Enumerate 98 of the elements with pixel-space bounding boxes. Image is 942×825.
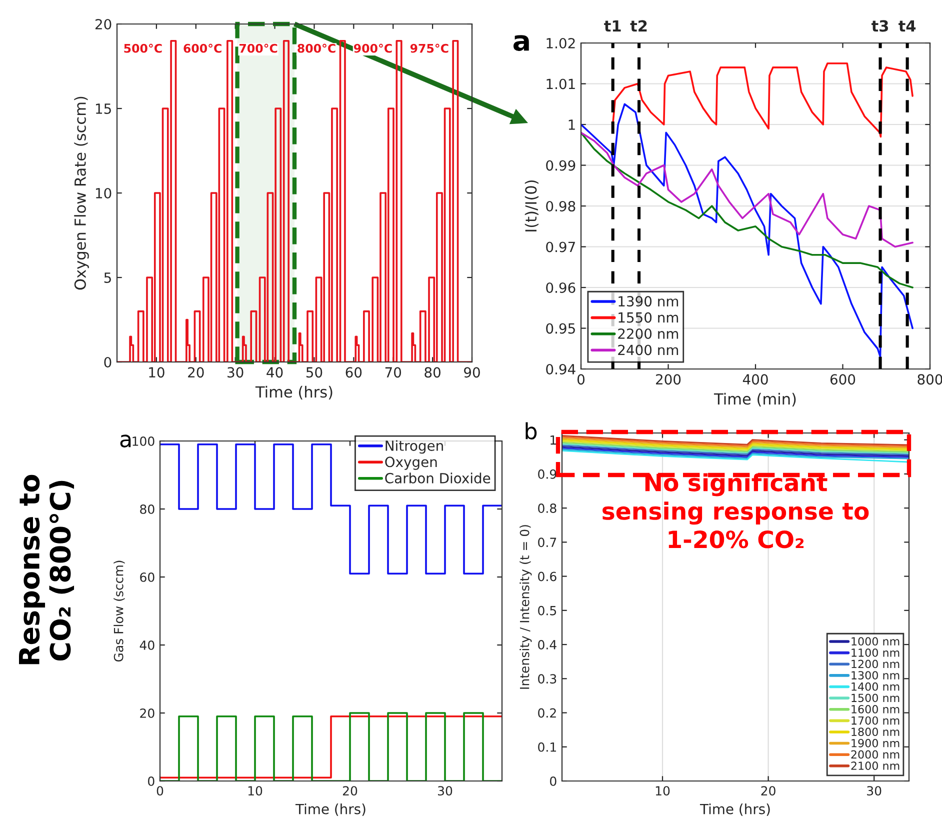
x-tick-label: 600	[830, 374, 856, 385]
x-tick-label: 70	[385, 367, 402, 378]
y-axis-title: Oxygen Flow Rate (sccm)	[74, 96, 89, 290]
y-tick-label: 0	[148, 776, 154, 786]
x-axis-title: Time (hrs)	[295, 804, 366, 816]
annotation: 900°C	[354, 44, 392, 53]
x-tick-label: 0	[156, 786, 164, 796]
legend-label: 2400 nm	[618, 344, 678, 356]
line-series	[581, 132, 914, 288]
y-tick-label: 20	[140, 708, 154, 718]
legend-label: 1900 nm	[852, 738, 900, 748]
x-tick-label: 200	[656, 374, 681, 385]
legend-label: Carbon Dioxide	[385, 472, 490, 484]
legend-label: 1300 nm	[852, 671, 900, 680]
legend-label: 1600 nm	[852, 705, 900, 714]
y-tick-label: 0.2	[538, 708, 556, 718]
x-tick-label: 60	[346, 367, 362, 378]
annotation: 600°C	[184, 44, 222, 53]
y-tick-label: 0.1	[538, 742, 556, 752]
y-tick-label: 40	[140, 640, 154, 650]
y-tick-label: 1.02	[546, 38, 575, 48]
legend-label: Oxygen	[385, 456, 437, 470]
line-series	[562, 450, 909, 463]
text: a	[513, 35, 529, 52]
x-tick-label: 800	[918, 374, 942, 385]
y-tick-label: 0.8	[538, 504, 556, 513]
annotation: 800°C	[298, 44, 336, 53]
y-tick-label: 0.7	[538, 538, 556, 548]
y-tick-label: 1.01	[546, 78, 575, 90]
y-tick-label: 0.99	[546, 160, 576, 171]
line-series	[581, 103, 914, 358]
y-tick-label: 0	[104, 356, 112, 368]
legend-label: 2100 nm	[851, 762, 900, 770]
x-tick-label: 80	[424, 367, 440, 378]
y-tick-label: 100	[132, 436, 154, 446]
legend-label: Nitrogen	[386, 440, 443, 454]
y-tick-label: 1	[550, 435, 556, 445]
legend-label: 1100 nm	[852, 648, 900, 657]
annotation: 975°C	[410, 44, 448, 53]
y-tick-label: 0.94	[546, 364, 576, 374]
y-axis-title: I(t)/I(0)	[524, 180, 538, 232]
y-tick-label: 15	[96, 104, 111, 114]
x-tick-label: 30	[228, 367, 244, 378]
x-axis-title: Time (hrs)	[700, 804, 770, 816]
x-tick-label: 20	[342, 786, 358, 796]
x-tick-label: 20	[761, 786, 776, 796]
y-tick-label: 1	[568, 120, 575, 130]
x-tick-label: 90	[464, 367, 480, 378]
y-tick-label: 20	[95, 18, 112, 30]
legend-label: 2200 nm	[618, 328, 678, 339]
x-tick-label: 40	[266, 367, 283, 378]
text: Response to CO₂ (800°C)	[19, 474, 74, 664]
y-tick-label: 0.5	[538, 606, 556, 616]
y-axis-title: Intensity / Intensity (t = 0)	[520, 525, 532, 689]
legend-label: 1200 nm	[852, 660, 900, 668]
y-tick-label: 0.4	[538, 640, 556, 650]
y-tick-label: 60	[140, 572, 154, 582]
ref-line-label: t2	[630, 20, 647, 32]
y-tick-label: 80	[140, 504, 154, 514]
x-tick-label: 10	[149, 367, 164, 378]
x-axis-title: Time (min)	[714, 392, 796, 406]
x-tick-label: 10	[248, 786, 262, 796]
line-series	[612, 62, 914, 138]
x-tick-label: 30	[867, 786, 882, 796]
x-tick-label: 30	[438, 786, 452, 796]
x-tick-label: 0	[577, 374, 584, 385]
legend-label: 1000 nm	[852, 637, 900, 646]
annotation: 500°C	[124, 44, 162, 53]
legend-label: 2000 nm	[851, 750, 900, 759]
y-tick-label: 0.9	[538, 469, 556, 479]
y-tick-label: 10	[96, 188, 112, 198]
ref-line-label: t4	[898, 20, 916, 32]
x-tick-label: 400	[742, 374, 768, 385]
y-tick-label: 0.6	[538, 572, 556, 582]
legend-label: 1700 nm	[852, 716, 900, 725]
y-tick-label: 0.98	[546, 200, 576, 212]
legend-label: 1500 nm	[852, 694, 900, 702]
annotation: 700°C	[239, 44, 278, 53]
x-tick-label: 50	[306, 367, 322, 378]
ref-line-label: t3	[872, 20, 888, 32]
text: a	[120, 434, 131, 448]
text: b	[526, 422, 537, 440]
y-tick-label: 0	[550, 776, 556, 786]
legend-label: 1390 nm	[618, 296, 678, 307]
x-tick-label: 10	[656, 786, 670, 796]
y-axis-title: Gas Flow (sccm)	[114, 560, 125, 662]
legend-label: 1550 nm	[618, 312, 678, 323]
y-tick-label: 0.97	[546, 242, 575, 252]
line-series	[581, 132, 914, 248]
y-tick-label: 0.95	[546, 323, 575, 334]
y-tick-label: 5	[104, 272, 111, 283]
x-axis-title: Time (hrs)	[255, 386, 332, 400]
ref-line-label: t1	[604, 20, 621, 32]
x-tick-label: 20	[188, 367, 204, 378]
legend-label: 1800 nm	[852, 728, 900, 736]
y-tick-label: 0.3	[538, 674, 556, 684]
legend-label: 1400 nm	[852, 682, 900, 691]
y-tick-label: 0.96	[546, 282, 576, 293]
